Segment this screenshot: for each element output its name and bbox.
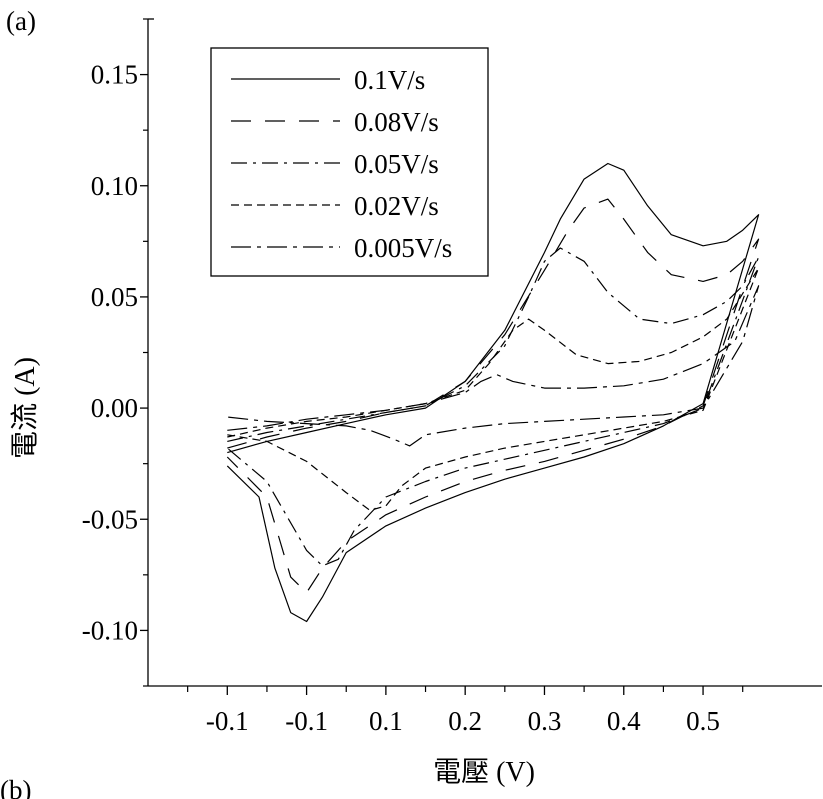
y-axis-label: 電流 (A) [9, 357, 41, 459]
panel-label-b: (b) [0, 775, 31, 799]
y-tick-label: 0.05 [91, 282, 138, 312]
y-tick-label: -0.10 [82, 615, 138, 645]
x-tick-label: 0.3 [528, 706, 562, 736]
series-line-5 [227, 285, 760, 447]
x-tick-label: 0.1 [369, 706, 403, 736]
panel-label-a: (a) [6, 6, 36, 36]
legend-label: 0.08V/s [354, 107, 439, 137]
series-layer [226, 162, 760, 623]
series-line-1 [226, 162, 760, 623]
x-axis-label: 電壓 (V) [433, 757, 535, 788]
series-line-4 [227, 267, 760, 511]
x-tick-label: 0.5 [686, 706, 720, 736]
legend-box [210, 47, 489, 277]
legend-label: 0.02V/s [354, 191, 439, 221]
x-tick-label: 0.4 [607, 706, 641, 736]
legend: 0.1V/s 0.08V/s 0.05V/s 0.02V/s 0.005V/s [210, 47, 489, 277]
x-tick-label: -0.1 [206, 706, 249, 736]
y-tick-label: 0.10 [91, 171, 138, 201]
series-line-2 [226, 198, 760, 594]
plot-axes: 0.15 0.10 0.05 0.00 -0.05 -0.10 -0.1 -0.1 0.1 0.2… [82, 18, 822, 736]
legend-label: 0.1V/s [354, 65, 425, 95]
legend-label: 0.05V/s [354, 149, 439, 179]
y-tick-label: -0.05 [82, 504, 138, 534]
y-tick-label: 0.15 [91, 60, 138, 90]
y-tick-label: 0.00 [91, 393, 138, 423]
x-tick-label: 0.2 [448, 706, 482, 736]
series-line-3 [226, 247, 760, 567]
x-tick-label: -0.1 [285, 706, 328, 736]
legend-label: 0.005V/s [354, 233, 452, 263]
